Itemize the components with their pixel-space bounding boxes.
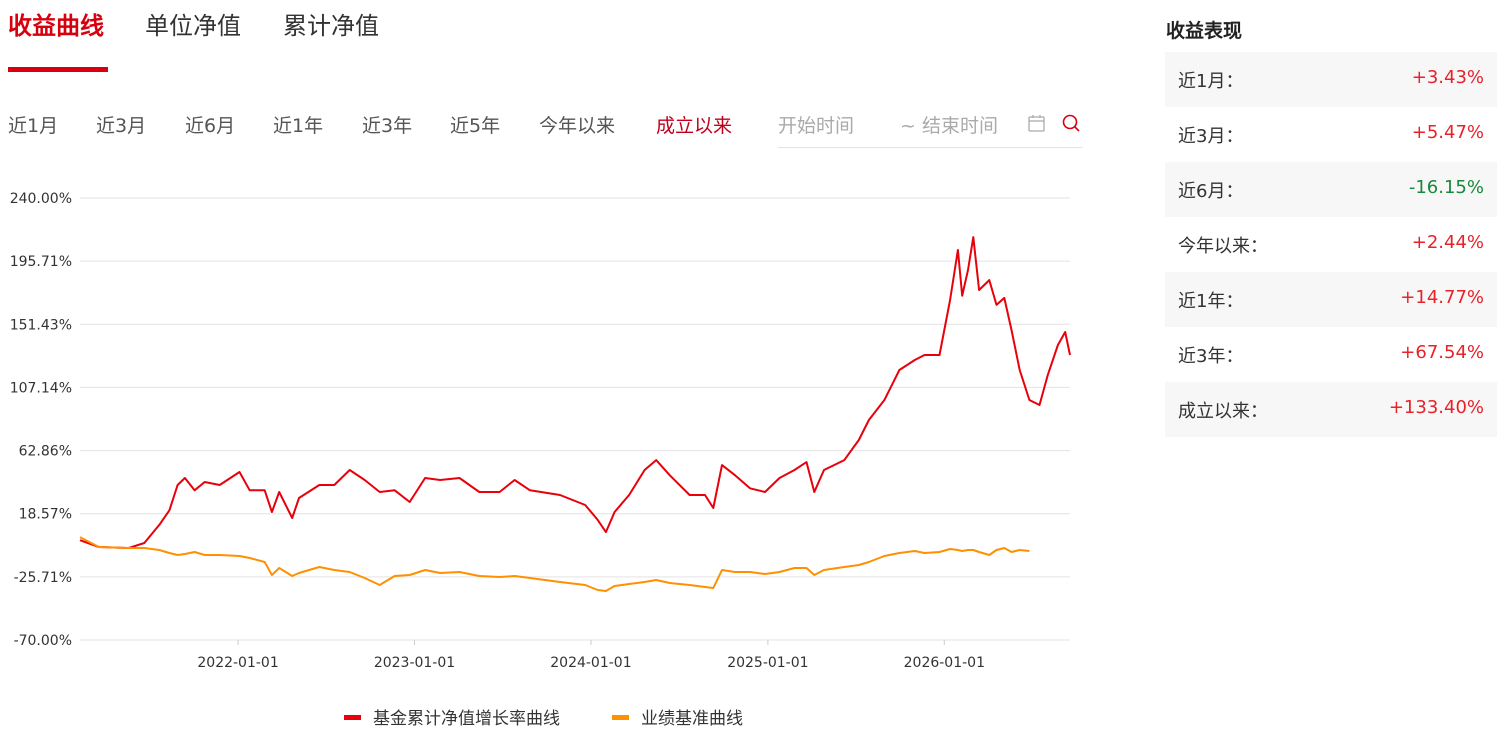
x-tick-label: 2023-01-01 xyxy=(374,655,455,671)
end-date[interactable]: ~ 结束时间 xyxy=(900,115,998,137)
period-button[interactable]: 近5年 xyxy=(450,115,501,137)
search-icon[interactable] xyxy=(1062,114,1080,132)
y-tick-label: 195.71% xyxy=(10,254,72,270)
start-date[interactable]: 开始时间 xyxy=(778,115,855,137)
legend-label: 基金累计净值增长率曲线 xyxy=(373,709,560,729)
performance-row: 近1年： +14.77% xyxy=(1165,272,1497,327)
x-tick-label: 2025-01-01 xyxy=(727,655,808,671)
performance-row: 近6月： -16.15% xyxy=(1165,162,1497,217)
performance-label: 近1月： xyxy=(1178,71,1244,92)
performance-label: 近3年： xyxy=(1178,346,1244,367)
period-button[interactable]: 成立以来 xyxy=(656,115,733,137)
y-tick-label: 151.43% xyxy=(10,317,72,333)
period-button[interactable]: 近1年 xyxy=(273,115,324,137)
tab-underline xyxy=(8,67,108,72)
performance-label: 近3月： xyxy=(1178,126,1244,147)
y-tick-label: 62.86% xyxy=(19,444,72,460)
period-button[interactable]: 近3年 xyxy=(362,115,413,137)
y-tick-label: 18.57% xyxy=(19,507,72,523)
y-tick-label: 107.14% xyxy=(10,380,72,396)
period-button[interactable]: 今年以来 xyxy=(539,115,616,137)
x-tick-label: 2022-01-01 xyxy=(197,655,278,671)
performance-value: +133.40% xyxy=(1388,397,1484,418)
performance-value: +3.43% xyxy=(1411,67,1484,88)
calendar-icon[interactable] xyxy=(1028,115,1045,132)
legend-label: 业绩基准曲线 xyxy=(641,709,743,729)
series-line xyxy=(79,236,1071,549)
series-line xyxy=(79,536,1030,592)
performance-label: 今年以来： xyxy=(1178,236,1268,257)
performance-value: -16.15% xyxy=(1408,177,1484,198)
tab[interactable]: 收益曲线 xyxy=(8,12,104,40)
period-button[interactable]: 近3月 xyxy=(96,115,147,137)
y-tick-label: 240.00% xyxy=(10,191,72,207)
legend-swatch xyxy=(344,715,361,720)
date-underline xyxy=(778,147,1083,148)
performance-label: 成立以来： xyxy=(1178,401,1268,422)
performance-row: 成立以来： +133.40% xyxy=(1165,382,1497,437)
date-icons xyxy=(1028,114,1080,132)
performance-value: +5.47% xyxy=(1411,122,1484,143)
performance-row: 近3年： +67.54% xyxy=(1165,327,1497,382)
period-button[interactable]: 近1月 xyxy=(8,115,59,137)
performance-label: 近1年： xyxy=(1178,291,1244,312)
performance-row: 近3月： +5.47% xyxy=(1165,107,1497,162)
performance-row: 近1月： +3.43% xyxy=(1165,52,1497,107)
y-tick-label: -25.71% xyxy=(14,570,72,586)
x-tick-label: 2024-01-01 xyxy=(550,655,631,671)
performance-value: +2.44% xyxy=(1411,232,1484,253)
tab[interactable]: 单位净值 xyxy=(145,12,241,40)
performance-title: 收益表现 xyxy=(1166,20,1243,42)
legend-swatch xyxy=(612,715,629,720)
performance-label: 近6月： xyxy=(1178,181,1244,202)
performance-row: 今年以来： +2.44% xyxy=(1165,217,1497,272)
y-tick-label: -70.00% xyxy=(14,633,72,649)
performance-value: +14.77% xyxy=(1400,287,1484,308)
period-button[interactable]: 近6月 xyxy=(185,115,236,137)
performance-value: +67.54% xyxy=(1400,342,1484,363)
x-tick-label: 2026-01-01 xyxy=(904,655,985,671)
tab[interactable]: 累计净值 xyxy=(283,12,379,40)
chart: 240.00% 195.71% 151.43% 107.14% 62.86% 18.57%… xyxy=(10,191,1071,729)
